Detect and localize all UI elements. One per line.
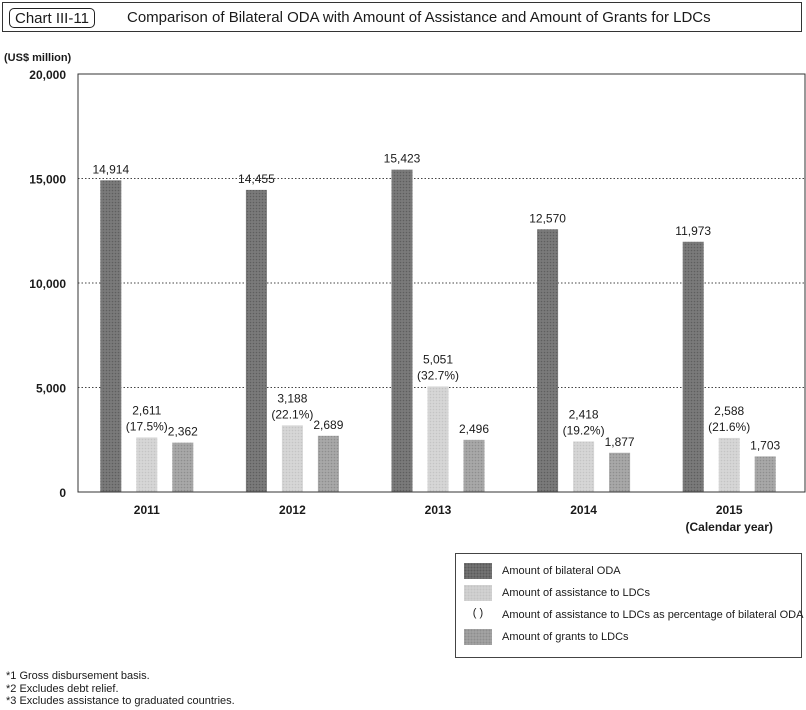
bar-ldc-grants bbox=[463, 439, 485, 492]
value-label: 2,496 bbox=[459, 422, 489, 436]
footnote: *3 Excludes assistance to graduated coun… bbox=[6, 695, 235, 707]
percent-label: (22.1%) bbox=[271, 407, 313, 421]
value-label: 14,455 bbox=[238, 172, 275, 186]
footnotes: *1 Gross disbursement basis. *2 Excludes… bbox=[6, 670, 235, 708]
legend-item-bilateral-oda: Amount of bilateral ODA bbox=[464, 562, 621, 580]
value-label: 3,188 bbox=[277, 391, 307, 405]
percent-label: (19.2%) bbox=[563, 423, 605, 437]
footnote: *1 Gross disbursement basis. bbox=[6, 670, 150, 682]
x-category-label: 2015 bbox=[716, 503, 743, 517]
footnote: *2 Excludes debt relief. bbox=[6, 682, 119, 695]
x-category-label: 2013 bbox=[425, 503, 452, 517]
y-tick-label: 0 bbox=[59, 486, 66, 500]
bars bbox=[100, 169, 776, 493]
value-label: 2,689 bbox=[313, 418, 343, 432]
bar-bilateral-oda bbox=[682, 241, 704, 492]
percent-label: (21.6%) bbox=[708, 420, 750, 434]
legend-item-ldc-grants: Amount of grants to LDCs bbox=[464, 628, 629, 646]
bar-ldc-assistance bbox=[718, 437, 740, 492]
legend-label: Amount of bilateral ODA bbox=[502, 565, 621, 577]
value-label: 12,570 bbox=[529, 211, 566, 225]
bar-bilateral-oda bbox=[245, 189, 267, 492]
value-label: 1,703 bbox=[750, 438, 780, 452]
value-label: 5,051 bbox=[423, 352, 453, 366]
value-label: 2,418 bbox=[569, 407, 599, 421]
y-axis-ticks: 0 5,000 10,000 15,000 20,000 bbox=[29, 68, 66, 500]
x-category-label: 2011 bbox=[134, 503, 160, 517]
bar-ldc-grants bbox=[317, 435, 339, 492]
legend: Amount of bilateral ODA Amount of assist… bbox=[455, 553, 804, 658]
value-label: 15,423 bbox=[384, 152, 421, 166]
y-tick-label: 10,000 bbox=[29, 277, 66, 291]
y-tick-label: 20,000 bbox=[29, 68, 66, 82]
y-axis-unit: (US$ million) bbox=[4, 52, 72, 64]
legend-label: Amount of grants to LDCs bbox=[502, 631, 629, 643]
legend-item-percentage: ( ) Amount of assistance to LDCs as perc… bbox=[464, 606, 804, 624]
legend-label: Amount of assistance to LDCs as percenta… bbox=[502, 609, 804, 621]
value-label: 11,973 bbox=[675, 224, 711, 238]
y-tick-label: 15,000 bbox=[29, 173, 66, 187]
x-category-label: 2012 bbox=[279, 503, 306, 517]
bar-bilateral-oda bbox=[537, 229, 559, 493]
y-tick-label: 5,000 bbox=[36, 382, 66, 396]
bar-ldc-assistance bbox=[281, 425, 303, 492]
bar-ldc-assistance bbox=[427, 386, 449, 492]
chart-number: Chart III-11 bbox=[9, 8, 95, 28]
value-label: 14,914 bbox=[92, 162, 129, 176]
legend-item-ldc-assistance: Amount of assistance to LDCs bbox=[464, 584, 650, 602]
x-axis-title: (Calendar year) bbox=[686, 520, 773, 534]
legend-swatch-mid bbox=[464, 629, 492, 645]
bar-ldc-grants bbox=[609, 452, 631, 492]
bar-ldc-grants bbox=[172, 442, 194, 492]
x-category-label: 2014 bbox=[570, 503, 597, 517]
data-labels: 14,914 (17.5%) 2,611 2,362 14,455 (22.1%) 3,18… bbox=[92, 152, 780, 453]
bar-bilateral-oda bbox=[391, 169, 413, 492]
bar-ldc-grants bbox=[754, 456, 776, 492]
chart-title: Comparison of Bilateral ODA with Amount … bbox=[127, 9, 711, 26]
value-label: 2,588 bbox=[714, 404, 744, 418]
legend-swatch-light bbox=[464, 585, 492, 601]
bar-ldc-assistance bbox=[136, 437, 158, 492]
bar-bilateral-oda bbox=[100, 180, 122, 492]
legend-swatch-dark bbox=[464, 563, 492, 579]
title-frame: Chart III-11 Comparison of Bilateral ODA… bbox=[2, 2, 802, 32]
legend-label: Amount of assistance to LDCs bbox=[502, 587, 650, 599]
percent-label: (32.7%) bbox=[417, 368, 459, 382]
value-label: 2,611 bbox=[132, 403, 161, 417]
legend-paren-symbol: ( ) bbox=[472, 607, 484, 619]
value-label: 1,877 bbox=[605, 435, 635, 449]
bar-ldc-assistance bbox=[573, 441, 595, 492]
x-axis-labels: 2011 2012 2013 2014 2015 (Calendar year) bbox=[134, 503, 773, 534]
plot-frame bbox=[77, 73, 806, 493]
percent-label: (17.5%) bbox=[126, 419, 168, 433]
value-label: 2,362 bbox=[168, 425, 198, 439]
